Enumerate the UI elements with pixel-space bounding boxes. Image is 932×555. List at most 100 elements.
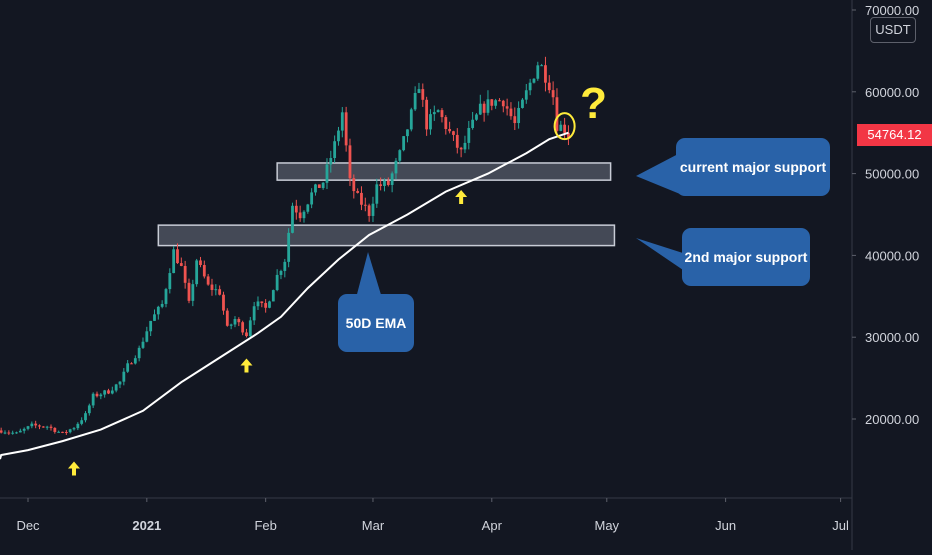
currency-unit-badge[interactable]: USDT [870,17,916,43]
candle [256,296,260,310]
axes: 20000.00 30000.00 40000.00 50000.00 60000.00… [0,0,919,550]
candle [199,256,202,268]
candle [114,383,118,393]
candle [41,426,45,428]
candle [417,82,421,94]
candle [275,269,279,292]
candle [268,300,271,309]
candle [76,422,80,431]
candle [30,421,34,429]
candle [406,129,409,143]
annotations: ? current major support 2nd major support 5… [67,79,830,476]
candle [352,174,356,199]
candle [501,99,505,113]
candle [179,257,183,267]
candle [191,279,195,307]
candle [164,287,168,308]
candle [141,337,145,349]
candle [206,273,210,286]
candle [513,107,517,131]
candle [26,425,30,431]
candle [310,188,314,209]
candle [107,388,110,395]
candle [452,130,455,141]
candle [11,430,15,435]
candle [283,258,287,278]
candle [110,386,114,395]
candle [532,78,536,84]
candle [298,205,302,222]
candle [494,98,498,109]
candle [425,96,429,136]
candle [130,362,133,365]
candle [160,300,164,309]
candle [260,301,264,308]
candle [348,138,352,187]
candle [459,146,463,158]
candle [229,323,233,330]
candle [183,260,187,289]
candle [367,203,371,222]
support-arrow-icon-3 [455,189,468,204]
candle [540,63,544,67]
candle [402,136,406,152]
candle [379,177,383,191]
candle [394,157,398,180]
candle [122,368,126,386]
candle [325,158,329,190]
candle [126,360,130,373]
candle [72,427,76,431]
x-tick-label: Jun [715,518,736,533]
ema-line-group [0,131,569,460]
candle [279,269,283,280]
candle [218,285,222,296]
candle [398,149,402,164]
x-tick-label: 2021 [132,518,161,533]
candle [195,258,199,287]
candle [360,186,363,211]
candle [409,107,413,132]
candle [528,78,532,96]
callout-label-2: 2nd major support [685,249,808,265]
candle [241,320,245,336]
candle [172,246,176,274]
support-arrow-icon-1 [67,461,80,476]
candle [306,203,310,214]
candle [103,389,107,398]
candle [356,188,360,194]
candle [521,98,524,109]
candle [168,268,172,294]
candle [567,125,570,146]
candle [95,391,99,398]
candle [176,243,179,264]
candle [547,75,551,94]
candle [478,94,482,116]
candle [210,278,214,296]
candle [68,428,72,434]
candle [390,171,394,193]
candle [536,61,540,81]
candle [467,120,471,150]
candle [291,202,294,234]
candle [463,135,467,154]
candle [248,316,252,339]
x-tick-label: May [595,518,620,533]
candle [64,429,68,435]
candle [153,309,156,322]
candle [133,355,137,365]
candle [386,177,390,187]
y-tick-label: 20000.00 [865,412,919,427]
y-tick-label: 40000.00 [865,248,919,263]
candle [99,393,103,400]
candle [448,121,452,134]
candle [91,392,95,409]
candle [302,210,306,223]
candle [563,117,567,140]
candle [3,430,7,435]
candle [551,81,555,105]
support-arrow-icon-2 [240,358,253,373]
support-zone-2 [157,224,616,247]
candle [15,431,18,434]
